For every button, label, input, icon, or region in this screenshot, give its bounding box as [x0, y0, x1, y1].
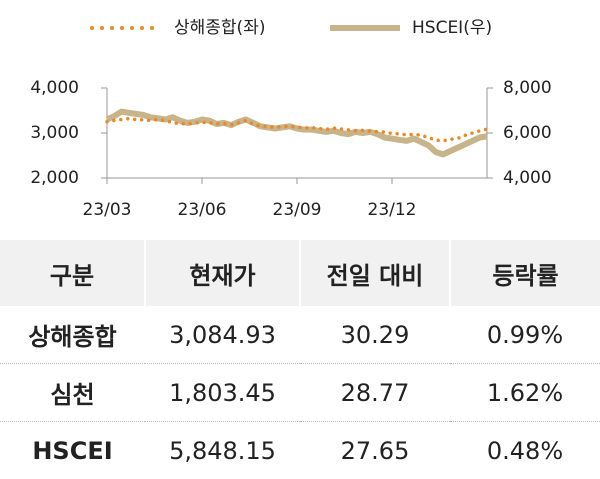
legend-label: 상해종합(좌) — [174, 18, 265, 38]
x-tick-label: 23/06 — [178, 200, 227, 220]
legend-label: HSCEI(우) — [412, 18, 492, 38]
table-cell: 0.99% — [450, 306, 600, 364]
y2-tick-label: 6,000 — [503, 123, 552, 143]
header-cell: 전일 대비 — [300, 240, 450, 306]
header-cell: 구분 — [0, 240, 145, 306]
table-cell: 3,084.93 — [145, 306, 300, 364]
legend: 상해종합(좌) HSCEI(우) — [92, 18, 492, 38]
table-cell: 0.48% — [450, 422, 600, 479]
x-tick-label: 23/03 — [83, 200, 132, 220]
line-series — [107, 112, 487, 155]
chart: 상해종합(좌) HSCEI(우) 2,000 3,000 4,000 4,000 6,00… — [0, 0, 600, 238]
table-cell: HSCEI — [0, 422, 145, 479]
table-cell: 30.29 — [300, 306, 450, 364]
y2-tick-label: 4,000 — [503, 168, 552, 188]
header-cell: 현재가 — [145, 240, 300, 306]
x-tick-label: 23/12 — [368, 200, 417, 220]
table-cell: 5,848.15 — [145, 422, 300, 479]
y-tick-label: 2,000 — [30, 168, 79, 188]
y-tick-label: 3,000 — [30, 123, 79, 143]
table-cell: 심천 — [0, 364, 145, 422]
table-cell: 1,803.45 — [145, 364, 300, 422]
x-tick-label: 23/09 — [273, 200, 322, 220]
table-cell: 27.65 — [300, 422, 450, 479]
table-cell: 1.62% — [450, 364, 600, 422]
header-cell: 등락률 — [450, 240, 600, 306]
page: 상해종합(좌) HSCEI(우) 2,000 3,000 4,000 4,000 6,00… — [0, 0, 600, 469]
table-cell: 상해종합 — [0, 306, 145, 364]
y2-tick-label: 8,000 — [503, 78, 552, 98]
y-tick-label: 4,000 — [30, 78, 79, 98]
table-cell: 28.77 — [300, 364, 450, 422]
